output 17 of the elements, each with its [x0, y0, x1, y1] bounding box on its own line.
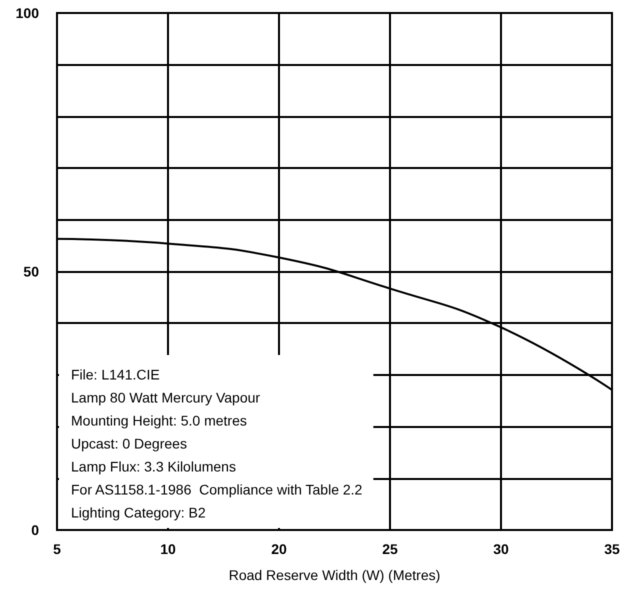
annotation: Mounting Height: 5.0 metres [71, 412, 247, 428]
x-tick-label: 30 [493, 541, 509, 557]
x-tick-label: 25 [382, 541, 398, 557]
y-tick-label: 100 [16, 5, 40, 21]
x-tick-label: 35 [604, 541, 620, 557]
x-tick-label: 10 [160, 541, 176, 557]
annotation: Lamp Flux: 3.3 Kilolumens [71, 458, 236, 474]
annotation: Lighting Category: B2 [71, 504, 206, 520]
annotation: For AS1158.1-1986 Compliance with Table 2.2 [71, 482, 363, 498]
y-tick-label: 50 [23, 264, 40, 280]
x-axis-title: Road Reserve Width (W) (Metres) [228, 567, 440, 583]
y-tick-label: 0 [31, 522, 40, 538]
x-tick-label: 5 [53, 541, 62, 557]
annotation: File: L141.CIE [71, 366, 160, 382]
annotation: Upcast: 0 Degrees [71, 436, 187, 452]
annotation: Lamp 80 Watt Mercury Vapour [71, 390, 260, 406]
x-tick-label: 20 [271, 541, 287, 557]
